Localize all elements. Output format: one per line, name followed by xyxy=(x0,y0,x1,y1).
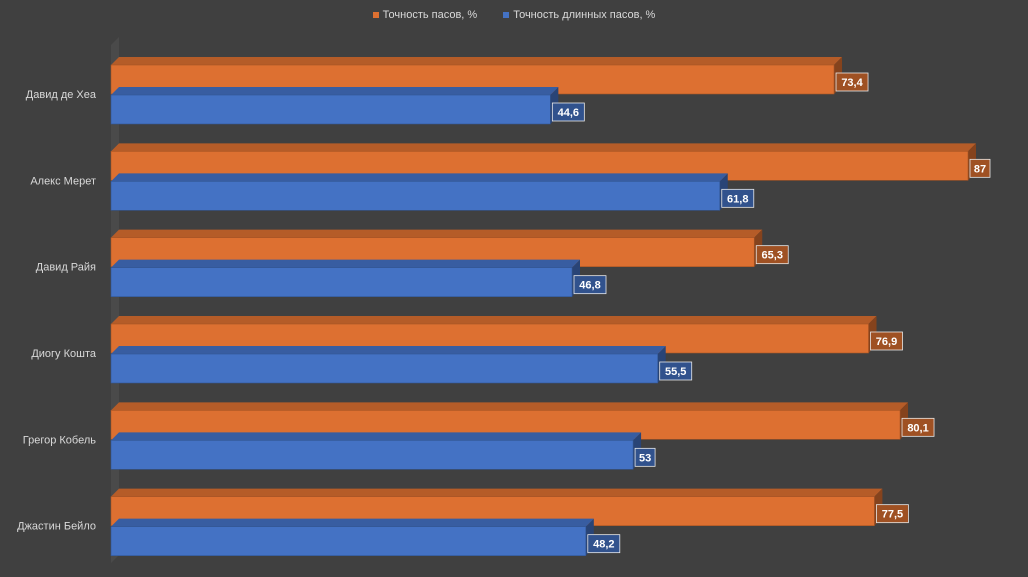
data-label-box xyxy=(755,245,789,265)
bar-top-face xyxy=(111,87,559,95)
legend-label-series-2: Точность длинных пасов, % xyxy=(513,9,656,21)
data-label-box xyxy=(721,188,755,208)
category-label: Грегор Кобель xyxy=(23,434,97,446)
data-label: 73,4 xyxy=(841,77,863,89)
data-label: 55,5 xyxy=(665,366,686,378)
legend-swatch-series-2 xyxy=(503,12,510,18)
bar-top-face xyxy=(111,57,843,65)
category-label: Диогу Кошта xyxy=(31,348,97,360)
data-label-box xyxy=(573,275,607,295)
bar-top-face xyxy=(111,259,581,268)
data-label-box xyxy=(659,361,693,381)
data-label-box xyxy=(901,417,935,437)
data-label-box xyxy=(870,331,903,351)
legend-swatch-series-1 xyxy=(372,12,379,18)
bar xyxy=(110,267,573,297)
bar-top-face xyxy=(111,432,642,441)
data-label: 61,8 xyxy=(727,193,748,205)
bar xyxy=(110,440,634,470)
data-label: 48,2 xyxy=(593,539,614,551)
data-label-box xyxy=(587,534,621,554)
data-label: 87 xyxy=(974,163,986,175)
data-label: 53 xyxy=(639,452,651,464)
bar-top-face xyxy=(111,518,594,527)
bar-top-face xyxy=(111,143,976,152)
data-label: 65,3 xyxy=(762,250,783,262)
data-label: 44,6 xyxy=(558,107,579,119)
category-label: Давид Райя xyxy=(36,262,96,274)
category-label: Давид де Хеа xyxy=(26,89,97,101)
bar-top-face xyxy=(111,173,728,182)
legend-item-series-2: Точность длинных пасов, % xyxy=(503,9,655,21)
bar-top-face xyxy=(111,488,883,497)
bar-top-face xyxy=(111,229,763,238)
bar-top-face xyxy=(111,346,666,354)
bar xyxy=(110,181,721,211)
bar-top-face xyxy=(111,402,909,411)
data-label: 76,9 xyxy=(876,336,897,348)
data-label-box xyxy=(634,447,656,467)
category-label: Джастин Бейло xyxy=(17,521,96,533)
category-label: Алекс Мерет xyxy=(30,175,96,187)
data-label: 77,5 xyxy=(882,509,903,521)
data-label-box xyxy=(835,72,869,92)
bar xyxy=(110,353,659,384)
legend-label-series-1: Точность пасов, % xyxy=(382,9,478,21)
data-label-box xyxy=(551,102,585,122)
bar-top-face xyxy=(111,316,877,324)
data-label: 46,8 xyxy=(579,280,600,292)
data-label-box xyxy=(876,504,909,524)
bar xyxy=(110,94,551,125)
legend: Точность пасов, % Точность длинных пасов… xyxy=(0,9,1028,21)
data-label: 80,1 xyxy=(907,422,928,434)
bar xyxy=(110,526,587,556)
legend-item-series-1: Точность пасов, % xyxy=(372,9,478,21)
data-label-box xyxy=(969,158,991,178)
